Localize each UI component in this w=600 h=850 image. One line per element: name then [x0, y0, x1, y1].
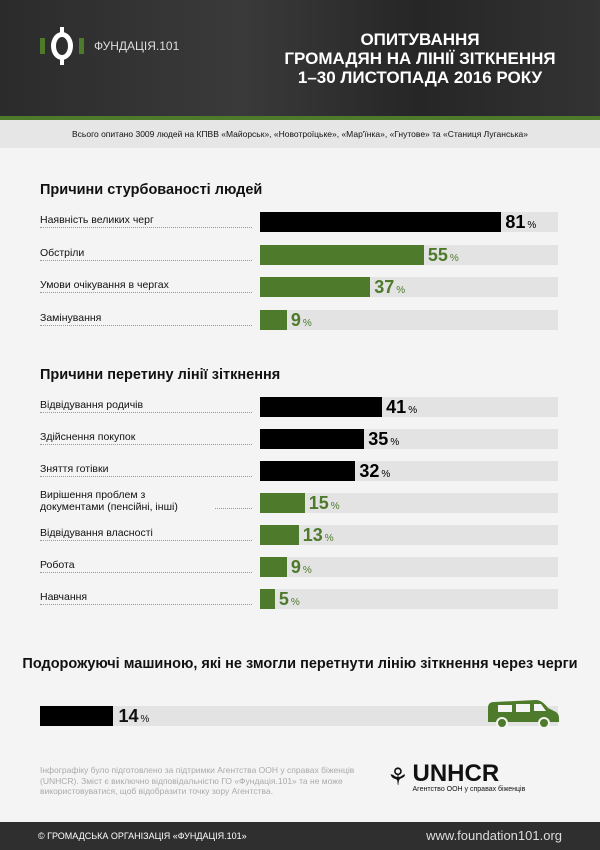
bar-value: 5% [278, 589, 300, 609]
bar [260, 461, 356, 481]
bar-row: Умови очікування в чергах 37% [40, 277, 558, 297]
logo-icon [51, 27, 73, 65]
bar-track: 32% [260, 461, 558, 481]
bar-value: 37% [374, 277, 406, 297]
bar-value: 81% [505, 212, 537, 232]
bar-label: Робота [40, 559, 250, 571]
survey-subtitle: Всього опитано 3009 людей на КПВВ «Майор… [0, 120, 600, 148]
page-title: ОПИТУВАННЯ ГРОМАДЯН НА ЛІНІЇ ЗІТКНЕННЯ 1… [250, 30, 590, 87]
foundation-logo: ФУНДАЦІЯ.101 [40, 27, 180, 65]
bar-track: 15% [260, 493, 558, 513]
leader-dots [40, 604, 252, 605]
bar-label: Навчання [40, 591, 250, 603]
leader-dots [40, 227, 252, 228]
bar-value: 9% [290, 309, 312, 330]
bar [260, 557, 287, 577]
bar-label: Обстріли [40, 246, 250, 259]
bar [260, 244, 424, 265]
bar [260, 429, 365, 449]
unhcr-tagline: Агентство ООН у справах біженців [412, 786, 526, 793]
bar-track: 81% [260, 212, 558, 232]
leader-dots [40, 259, 252, 261]
bar-row: Відвідування власності 13% [40, 525, 558, 545]
bar-value: 13% [302, 525, 334, 545]
title-line: 1–30 ЛИСТОПАДА 2016 РОКУ [297, 68, 543, 87]
leader-dots [40, 572, 252, 573]
footer-copyright: © ГРОМАДСЬКА ОРГАНІЗАЦІЯ «ФУНДАЦІЯ.101» [38, 831, 247, 841]
bar-track: 9% [260, 309, 558, 330]
bar-track: 37% [260, 277, 558, 297]
bar-label: Здійснення покупок [40, 431, 250, 443]
bar-track: 13% [260, 525, 558, 545]
bar-row: Відвідування родичів 41% [40, 397, 558, 417]
car-travel-bar [40, 706, 113, 726]
header-divider [0, 116, 600, 120]
bar-value: 35% [368, 429, 400, 449]
bar-label: Відвідування власності [40, 527, 250, 539]
leader-dots [40, 292, 252, 293]
section1-title: Причини стурбованості людей [40, 182, 263, 198]
car-travel-track: 14% [40, 706, 558, 726]
logo-text: ФУНДАЦІЯ.101 [94, 39, 180, 53]
bar-label: Замінування [40, 311, 250, 324]
bar-track: 5% [260, 589, 558, 609]
bar [260, 589, 275, 609]
bar [260, 309, 287, 330]
section2-title: Причини перетину лінії зіткнення [40, 367, 281, 383]
bar [260, 493, 305, 513]
leader-dots [40, 412, 252, 413]
leader-dots [40, 324, 252, 326]
bar-value: 55% [427, 244, 459, 265]
header-banner [0, 0, 600, 118]
bar-row: Наявність великих черг 81% [40, 212, 558, 232]
bar-row: Навчання 5% [40, 589, 558, 609]
bar-label: Зняття готівки [40, 463, 250, 475]
title-line: ГРОМАДЯН НА ЛІНІЇ ЗІТКНЕННЯ [284, 49, 556, 68]
bar-value: 32% [359, 461, 391, 481]
bar-row: Вирішення проблем з документами (пенсійн… [40, 489, 558, 513]
bar-row: Зняття готівки 32% [40, 461, 558, 481]
title-line: ОПИТУВАННЯ [360, 30, 480, 49]
unhcr-emblem-icon: ⚘ [387, 764, 409, 791]
bar-label: Вирішення проблем з документами (пенсійн… [40, 489, 250, 513]
car-icon [488, 700, 559, 728]
disclaimer-text: Інфографіку було підготовлено за підтрим… [40, 765, 355, 796]
unhcr-logo: ⚘ UNHCR Агентство ООН у справах біженців [387, 760, 526, 794]
bar-track: 55% [260, 244, 558, 265]
bar-label: Умови очікування в чергах [40, 279, 250, 291]
bar-row: Замінування 9% [40, 309, 558, 330]
footer-url-link[interactable]: www.foundation101.org [426, 828, 562, 843]
bar-label: Наявність великих черг [40, 214, 250, 226]
bar-track: 35% [260, 429, 558, 449]
bar-row: Робота 9% [40, 557, 558, 577]
unhcr-name: UNHCR [412, 760, 500, 787]
bar-row: Здійснення покупок 35% [40, 429, 558, 449]
bar-value: 15% [308, 493, 340, 513]
leader-dots [40, 444, 252, 445]
bar [260, 212, 502, 232]
bar-track: 41% [260, 397, 558, 417]
leader-dots [40, 540, 252, 541]
bar [260, 277, 371, 297]
bar-value: 41% [386, 397, 418, 417]
car-travel-value: 14% [118, 706, 150, 726]
bar-row: Обстріли 55% [40, 244, 558, 265]
bar-label: Відвідування родичів [40, 399, 250, 411]
section3-title: Подорожуючі машиною, які не змогли перет… [22, 656, 578, 672]
footer: © ГРОМАДСЬКА ОРГАНІЗАЦІЯ «ФУНДАЦІЯ.101» … [0, 822, 600, 850]
bar [260, 525, 299, 545]
leader-dots [40, 476, 252, 477]
bar-track: 9% [260, 557, 558, 577]
bar [260, 397, 383, 417]
bar-value: 9% [290, 557, 312, 577]
